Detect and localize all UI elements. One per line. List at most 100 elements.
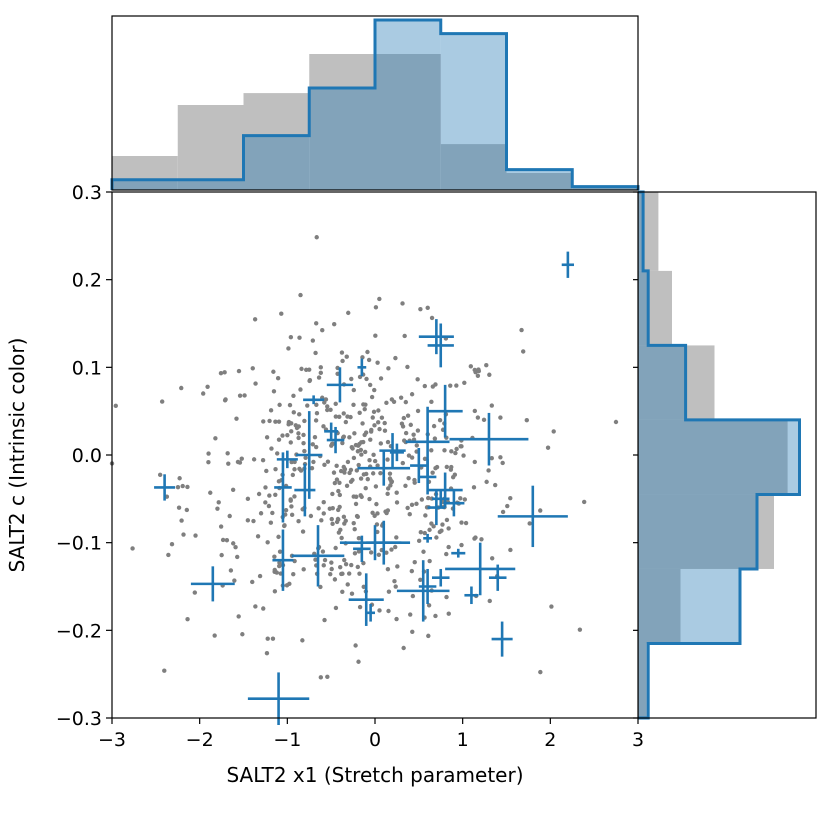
background-point [355, 449, 361, 454]
background-point [359, 440, 364, 445]
background-point [330, 521, 335, 527]
background-point [290, 472, 296, 478]
right-hist-highlight-bar [638, 568, 740, 644]
background-point [277, 402, 282, 408]
background-point [376, 408, 381, 413]
background-point [272, 567, 277, 573]
background-point [333, 401, 338, 407]
background-point [366, 357, 372, 363]
background-point [220, 537, 226, 543]
background-point [321, 500, 326, 505]
background-point [272, 589, 278, 594]
background-point [285, 432, 290, 438]
background-point [185, 484, 190, 490]
background-point [349, 591, 355, 596]
background-point [267, 418, 272, 424]
background-point [320, 549, 326, 554]
background-point [300, 529, 306, 534]
background-point [340, 358, 345, 364]
top-hist-bg-bar [440, 144, 507, 190]
right-hist-highlight-bar [638, 419, 800, 495]
background-point [184, 507, 190, 513]
background-point [481, 417, 487, 423]
right-hist-bg-bar [638, 568, 681, 644]
background-point [177, 476, 182, 481]
background-point [271, 369, 276, 374]
background-point [472, 367, 477, 373]
background-point [439, 528, 444, 533]
background-point [226, 461, 231, 466]
background-point [301, 567, 306, 572]
background-point [329, 560, 334, 565]
background-point [341, 514, 347, 520]
background-point [418, 306, 423, 312]
background-point [422, 383, 428, 389]
background-point [401, 645, 406, 651]
background-point [462, 497, 468, 502]
background-point [473, 535, 478, 540]
background-point [339, 571, 344, 577]
background-point [334, 463, 339, 469]
background-point [409, 392, 415, 397]
background-point [318, 365, 323, 370]
background-point [289, 429, 294, 434]
background-point [181, 532, 186, 537]
background-point [237, 460, 243, 465]
background-point [431, 524, 436, 529]
background-point [377, 296, 382, 302]
background-point [347, 470, 352, 476]
x-tick-label: 1 [457, 729, 469, 751]
background-point [352, 526, 357, 532]
background-point [313, 418, 319, 423]
background-point [395, 564, 400, 569]
background-point [356, 462, 361, 468]
background-point [325, 404, 330, 409]
background-point [264, 468, 269, 474]
background-point [479, 537, 484, 542]
background-point [216, 500, 221, 505]
right-marginal-histogram [637, 190, 817, 720]
background-point [316, 375, 322, 380]
background-point [389, 547, 394, 552]
background-point [343, 518, 348, 524]
background-point [408, 612, 413, 617]
right-hist-highlight-bar [638, 494, 757, 569]
top-hist-highlight-bar [309, 88, 375, 190]
background-point [329, 566, 334, 572]
background-point [440, 522, 445, 527]
background-point [303, 455, 308, 460]
background-point [325, 674, 330, 680]
background-point [231, 541, 236, 546]
background-point [409, 502, 415, 508]
background-point [235, 554, 240, 560]
background-point [337, 414, 342, 419]
background-point [472, 459, 477, 465]
background-point [321, 511, 326, 516]
background-point [411, 432, 416, 437]
background-point [302, 418, 307, 424]
background-point [296, 519, 301, 524]
top-hist-bg-bar [572, 186, 638, 190]
background-point [400, 301, 405, 306]
background-point [353, 643, 358, 648]
background-point [336, 488, 341, 494]
background-point [461, 453, 466, 458]
background-point [361, 560, 366, 566]
background-point [356, 659, 361, 664]
background-point [340, 589, 345, 594]
background-point [360, 421, 365, 426]
background-point [363, 486, 368, 491]
background-point [286, 346, 291, 351]
background-point [349, 562, 354, 568]
background-point [218, 370, 224, 376]
background-point [263, 500, 268, 505]
background-point [363, 430, 369, 435]
background-point [521, 349, 526, 354]
background-point [341, 464, 346, 470]
background-point [403, 430, 409, 436]
background-point [427, 527, 432, 533]
background-point [508, 547, 513, 553]
background-point [498, 415, 503, 420]
top-hist-highlight-bar [375, 20, 441, 190]
right-hist-bg-bar [638, 643, 647, 718]
